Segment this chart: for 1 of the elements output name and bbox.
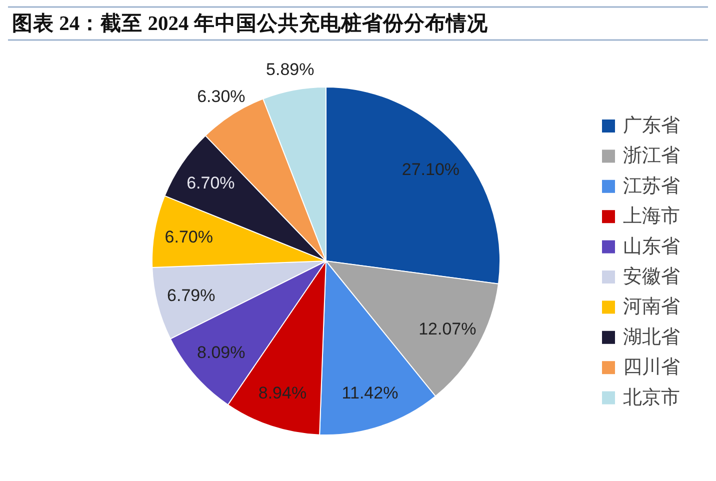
title: 图表 24：截至 2024 年中国公共充电桩省份分布情况 xyxy=(12,13,488,35)
